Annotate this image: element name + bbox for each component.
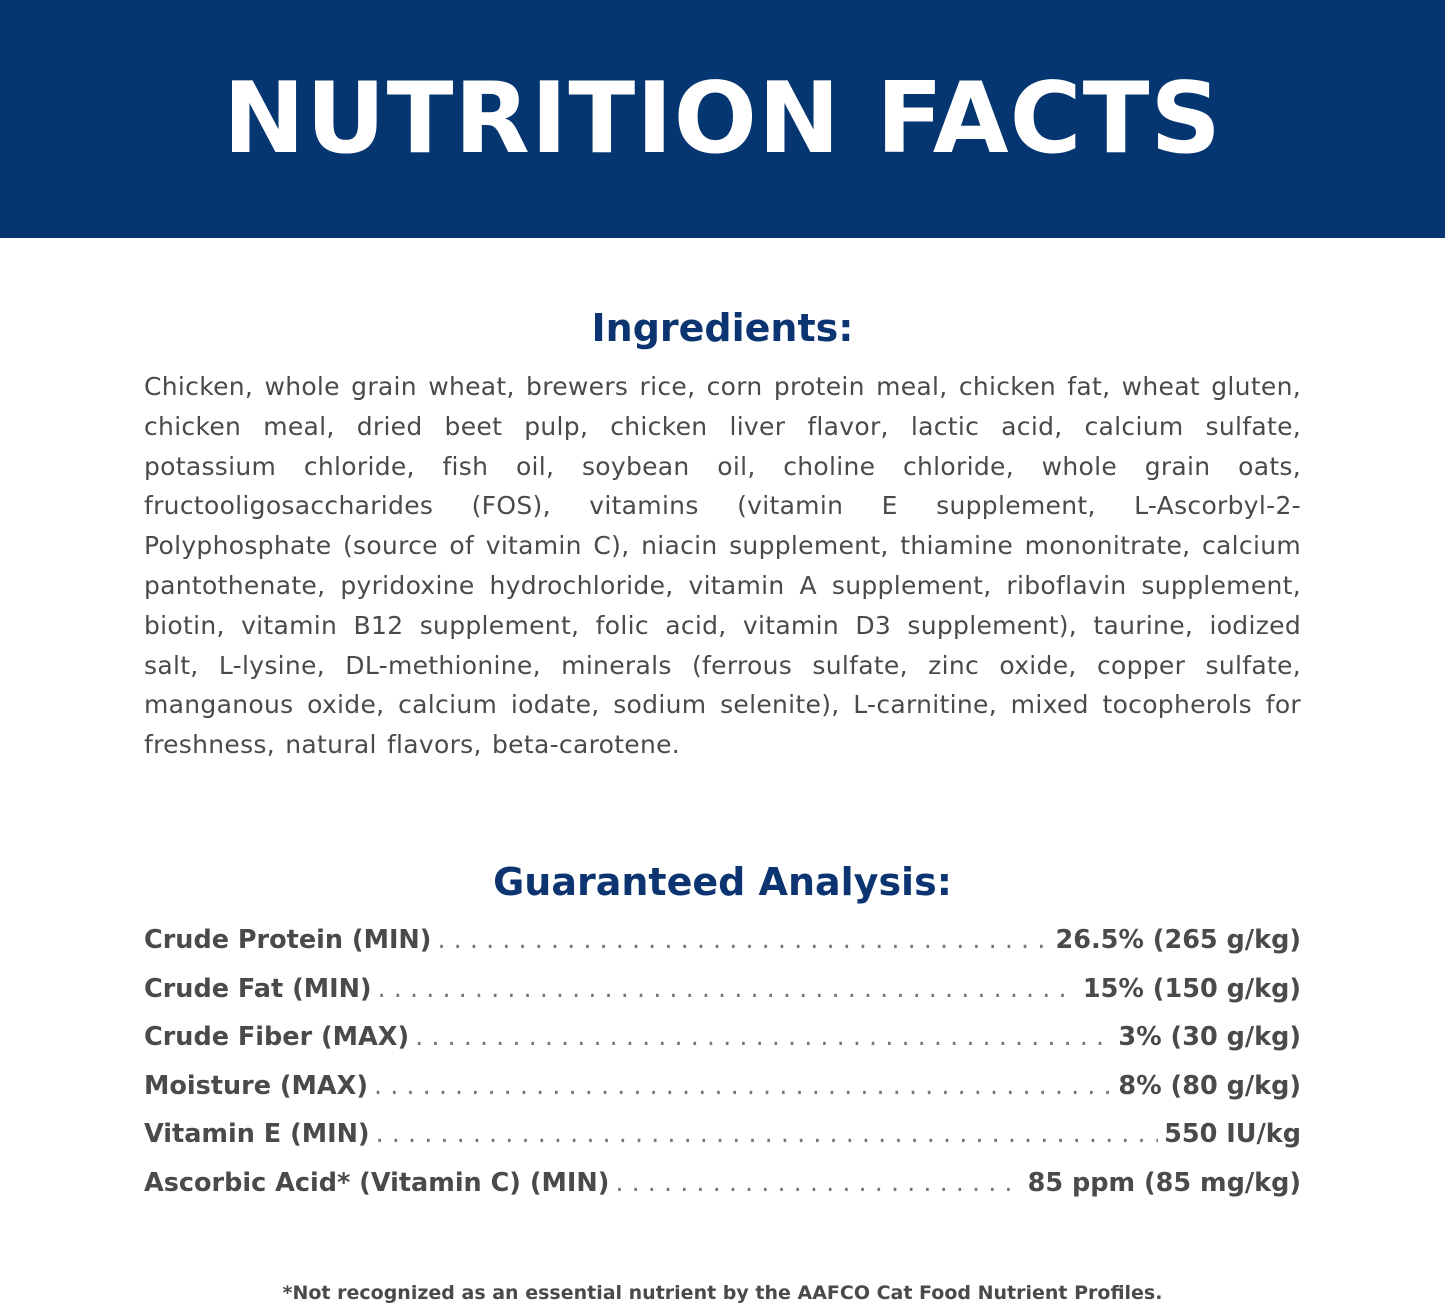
ingredients-text: Chicken, whole grain wheat, brewers rice… — [144, 372, 1301, 760]
row-value: 8% (80 g/kg) — [1118, 1070, 1301, 1101]
row-label: Crude Fiber (MAX) — [144, 1022, 410, 1052]
guaranteed-analysis-heading: Guaranteed Analysis: — [493, 860, 952, 904]
guaranteed-analysis-table: Crude Protein (MIN) 26.5% (265 g/kg) Crud… — [144, 925, 1301, 1216]
row-label: Crude Protein (MIN) — [144, 925, 432, 955]
row-value: 15% (150 g/kg) — [1082, 973, 1301, 1004]
analysis-row: Moisture (MAX) 8% (80 g/kg) — [144, 1071, 1301, 1120]
header-banner: NUTRITION FACTS — [0, 0, 1445, 238]
row-value: 550 IU/kg — [1164, 1119, 1301, 1149]
dot-leader — [374, 1071, 1112, 1101]
row-value: 85 ppm (85 mg/kg) — [1027, 1167, 1301, 1198]
dot-leader — [378, 974, 1077, 1004]
analysis-row: Crude Fat (MIN) 15% (150 g/kg) — [144, 974, 1301, 1023]
row-value: 3% (30 g/kg) — [1118, 1022, 1301, 1052]
row-label: Crude Fat (MIN) — [144, 973, 372, 1004]
dot-leader — [376, 1119, 1159, 1149]
analysis-row: Crude Protein (MIN) 26.5% (265 g/kg) — [144, 925, 1301, 974]
dot-leader — [415, 1022, 1112, 1052]
dot-leader — [615, 1168, 1021, 1198]
ingredients-heading: Ingredients: — [591, 306, 854, 350]
analysis-row: Crude Fiber (MAX) 3% (30 g/kg) — [144, 1022, 1301, 1071]
row-value: 26.5% (265 g/kg) — [1055, 925, 1301, 955]
analysis-row: Ascorbic Acid* (Vitamin C) (MIN) 85 ppm (… — [144, 1168, 1301, 1217]
page-title: NUTRITION FACTS — [222, 62, 1223, 176]
dot-leader — [437, 925, 1049, 955]
row-label: Moisture (MAX) — [144, 1070, 368, 1101]
row-label: Ascorbic Acid* (Vitamin C) (MIN) — [144, 1167, 610, 1198]
analysis-row: Vitamin E (MIN) 550 IU/kg — [144, 1119, 1301, 1168]
footnote: *Not recognized as an essential nutrient… — [282, 1282, 1163, 1304]
row-label: Vitamin E (MIN) — [144, 1119, 370, 1149]
